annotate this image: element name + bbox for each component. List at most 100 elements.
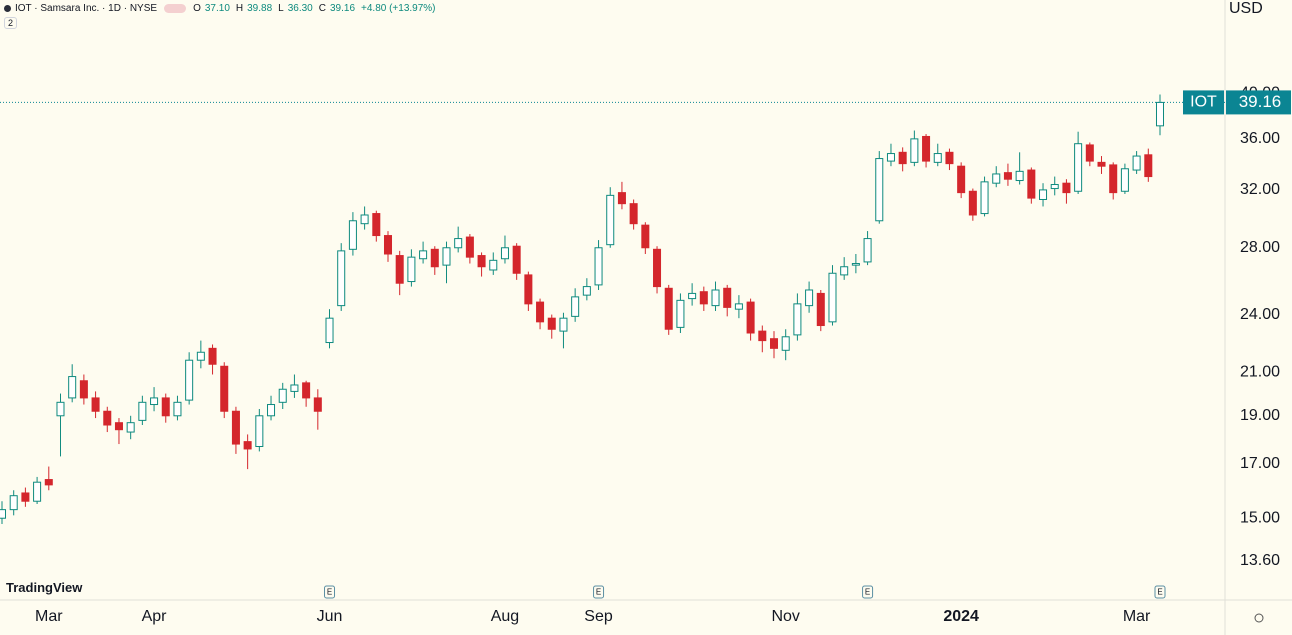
candle-body [419,250,428,260]
candle-body [1109,164,1118,194]
candle-body [769,338,779,349]
candle-body [173,401,182,417]
candle-body [653,248,662,288]
candle-body [442,247,451,266]
candle-body [805,289,814,307]
candle-body [33,481,42,502]
candle-body [208,347,217,365]
candle-body [875,158,884,222]
candle-body [255,415,264,447]
candle-body [758,330,767,342]
symbol-icon [4,5,11,12]
quote-key: H [235,3,244,14]
candle-body [617,192,626,205]
candle-body [243,441,252,450]
candle-body [968,190,977,216]
candle-body [582,286,591,296]
candle-body [500,247,509,260]
x-tick-label: Sep [584,608,613,625]
candle-body [138,401,147,421]
candle-body [302,382,311,399]
y-tick-label: 21.00 [1240,364,1280,381]
earnings-label: E [596,588,601,597]
y-tick-label: 17.00 [1240,455,1280,472]
candle-body [44,479,53,486]
candle-body [793,303,802,336]
candle-body [840,266,849,276]
candle-body [231,410,240,445]
candle-body [348,220,357,250]
candle-body [1003,172,1012,180]
y-tick-label: 36.00 [1240,130,1280,147]
candle-body [477,255,486,268]
candle-body [465,236,474,258]
candle-body [676,299,685,328]
quote-value: 36.30 [287,3,313,14]
candle-body [559,317,568,332]
candle-body [313,397,322,412]
candle-body [512,245,521,274]
candle-body [267,404,276,417]
candle-body [1085,144,1094,162]
last-price-label: 39.16 [1239,92,1282,111]
candle-body [185,359,194,401]
x-tick-label: Apr [142,608,168,625]
candle-body [536,301,545,323]
last-price-badge [1226,90,1291,115]
candle-body [150,397,159,406]
candle-body [1039,189,1048,200]
candle-body [278,388,287,403]
candle-body [430,248,439,268]
candle-body [103,410,112,426]
quote-value: 39.88 [247,3,273,14]
quote-key: L [278,3,284,14]
candle-body [594,247,603,286]
candle-body [1097,161,1106,167]
y-tick-label: 15.00 [1240,509,1280,526]
quote-key: O [193,3,201,14]
y-tick-label: 32.00 [1240,181,1280,198]
settings-icon[interactable] [1254,613,1264,623]
symbol-badge [1183,90,1224,115]
change: +4.80 (+13.97%) [361,3,436,14]
indicators-toggle[interactable]: 2 [4,17,18,29]
candle-body [161,397,170,417]
candle-body [1155,101,1165,127]
candle-body [1015,170,1024,182]
candle-body [21,492,30,502]
candle-body [910,138,919,163]
quote-key: C [318,3,326,14]
x-tick-label: 2024 [943,608,979,625]
candle-body [547,317,556,330]
quote-value: 39.16 [329,3,356,14]
candle-body [395,255,404,284]
x-tick-label: Mar [35,608,63,625]
candle-body [1120,168,1129,192]
candle-body [383,235,393,255]
y-tick-label: 13.60 [1240,552,1280,569]
candle-body [79,380,88,399]
candle-body [196,351,205,361]
earnings-marker [1154,585,1166,599]
candle-body [407,256,416,283]
candle-body [688,292,697,300]
candle-body [723,287,732,308]
candle-body [945,151,954,165]
candle-body [922,135,931,162]
earnings-marker [862,585,874,599]
x-tick-label: Aug [491,608,519,625]
candle-body [1074,143,1083,192]
candle-body [220,365,229,412]
candle-body [641,224,650,249]
brand-logo[interactable]: TradingView [6,580,83,595]
candle-body [0,509,7,519]
candle-body [828,272,837,323]
candle-body [360,214,369,225]
candle-body [9,495,18,511]
candle-body [734,303,743,310]
candle-body [372,213,381,237]
currency-select[interactable]: USD [1226,0,1290,18]
